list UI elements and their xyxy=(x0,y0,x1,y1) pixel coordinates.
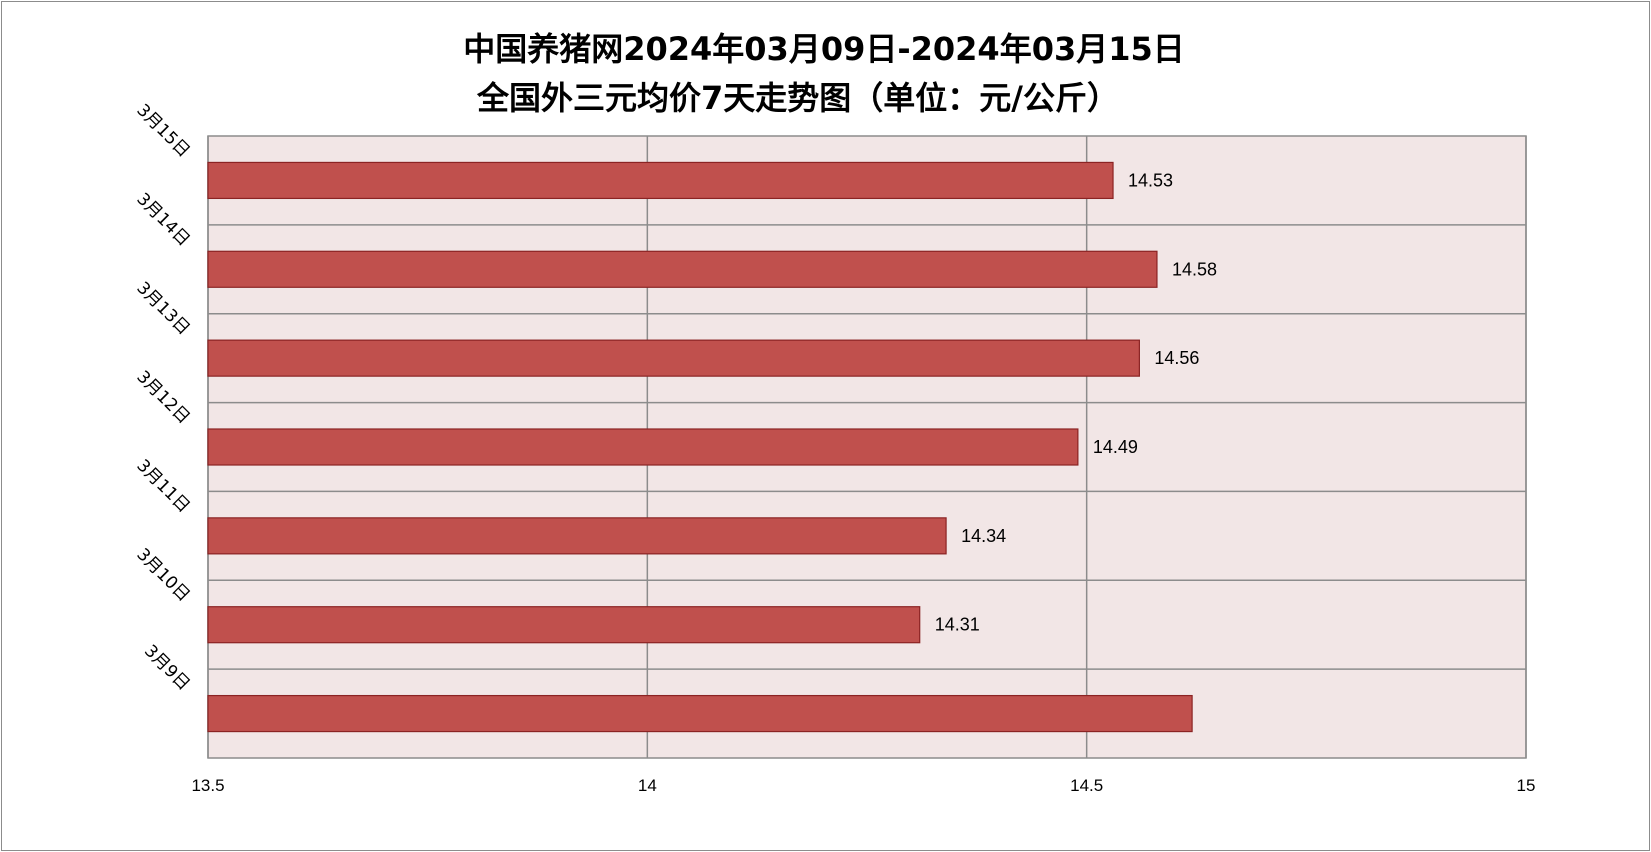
x-tick-label: 13.5 xyxy=(191,776,224,795)
chart-title-line2: 全国外三元均价7天走势图（单位：元/公斤） xyxy=(476,79,1119,117)
bar-1 xyxy=(207,606,921,644)
category-label-2: 3月11日 xyxy=(132,456,193,517)
bar-6 xyxy=(207,161,1114,200)
data-label-6: 14.53 xyxy=(1128,170,1173,190)
bar-5 xyxy=(207,250,1158,288)
category-labels: 3月9日 3月10日 3月11日 3月12日 3月13日 3月14日 3月15日 xyxy=(132,100,193,694)
x-axis-ticks: 13.5 14 14.5 15 xyxy=(191,776,1535,795)
bar-4 xyxy=(207,339,1140,377)
bar-3 xyxy=(207,428,1079,466)
data-label-3: 14.49 xyxy=(1093,437,1138,457)
bar-2 xyxy=(207,517,947,555)
bars xyxy=(207,161,1193,733)
data-label-4: 14.56 xyxy=(1154,348,1199,368)
x-tick-label: 15 xyxy=(1517,776,1536,795)
bar-0 xyxy=(207,694,1193,733)
category-label-5: 3月14日 xyxy=(132,189,193,250)
category-label-3: 3月12日 xyxy=(132,367,193,428)
data-labels: 14.31 14.34 14.49 14.56 14.58 14.53 xyxy=(935,170,1217,634)
data-label-2: 14.34 xyxy=(961,526,1006,546)
data-label-1: 14.31 xyxy=(935,615,980,635)
chart-title-line1: 中国养猪网2024年03月09日-2024年03月15日 xyxy=(463,30,1185,68)
category-label-6: 3月15日 xyxy=(132,100,193,161)
category-label-0: 3月9日 xyxy=(140,641,193,694)
x-tick-label: 14 xyxy=(638,776,657,795)
category-label-4: 3月13日 xyxy=(132,278,193,339)
category-label-1: 3月10日 xyxy=(132,545,193,606)
data-label-5: 14.58 xyxy=(1172,259,1217,279)
x-tick-label: 14.5 xyxy=(1070,776,1103,795)
gridlines xyxy=(207,136,1527,758)
